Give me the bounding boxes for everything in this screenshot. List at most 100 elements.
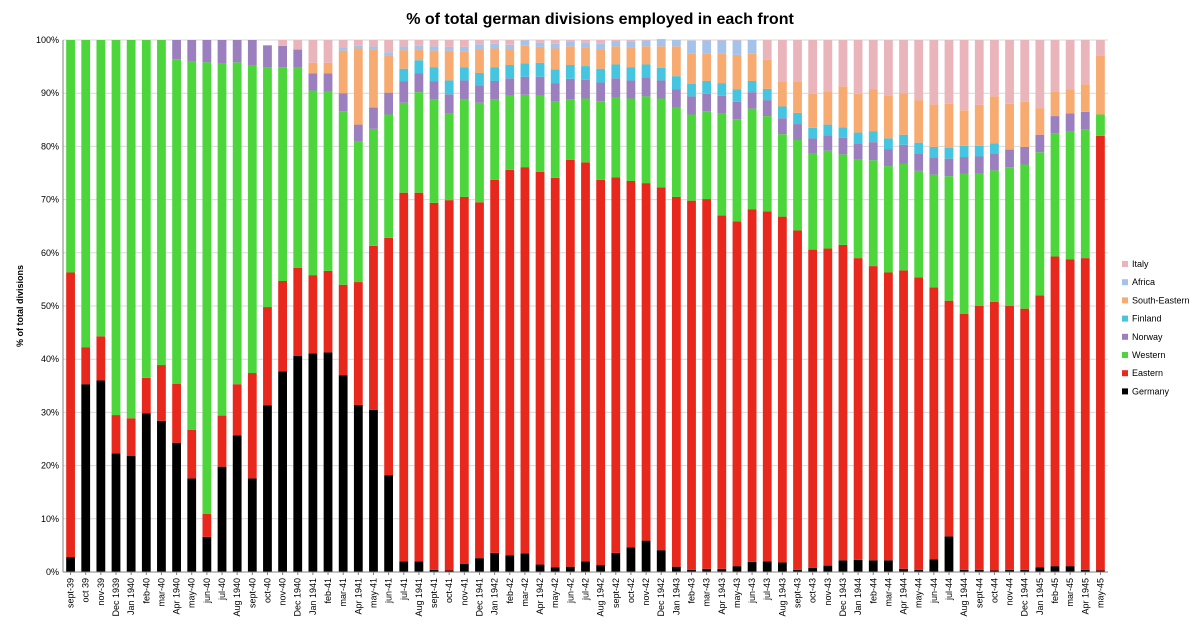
bar-segment-italy [884,40,893,96]
y-tick-label: 0% [46,567,59,577]
bar-segment-eastern [66,272,75,558]
y-tick-label: 100% [36,35,59,45]
bar-segment-western [459,99,469,197]
bar-segment-norway [656,80,666,99]
bar-segment-eastern [338,284,348,376]
bar-segment-norway [777,118,787,135]
bar-segment-italy [520,40,530,41]
bar-segment-western [641,96,651,184]
bar-segment-germany [990,570,999,572]
bar-segment-eastern [596,179,606,566]
bar-segment-eastern [247,373,257,479]
bar-segment-italy [626,40,636,42]
bar-segment-italy [459,40,469,47]
bar-segment-western [974,173,984,306]
bar-segment-south-eastern [853,93,863,133]
bar-segment-norway [1035,134,1045,153]
bar-segment-norway [369,107,378,129]
x-tick-label: may-40 [187,578,197,608]
bar-segment-finland [626,67,636,81]
bar-segment-finland [717,83,727,96]
bar-segment-africa [687,40,696,54]
bar-segment-eastern [1035,295,1045,568]
bar-segment-eastern [702,199,712,569]
bar-segment-eastern [868,266,878,561]
bar-segment-germany [520,553,530,572]
bar-segment-africa [353,45,363,49]
bar-segment-finland [929,146,939,158]
legend-label: Finland [1132,314,1162,324]
bar-segment-western [96,40,106,337]
bar-segment-italy [353,40,363,46]
bar-segment-norway [293,49,303,68]
x-tick-label: Jan 1942 [490,578,500,615]
bar-segment-finland [444,80,454,95]
bar-segment-germany [838,560,848,572]
bar-segment-eastern [505,169,515,556]
bar-segment-germany [853,559,863,572]
legend-item: Finland [1122,314,1162,324]
legend-swatch [1122,297,1128,304]
bar-segment-eastern [157,365,166,421]
bar-segment-eastern [717,215,727,569]
x-tick-label: Dec 1942 [656,578,666,617]
bar-segment-south-eastern [459,51,469,68]
bar-segment-germany [81,384,91,572]
bar-segment-germany [157,420,166,572]
bar-segment-italy [384,40,394,53]
y-axis-ticks: 0% 10% 20% 30% 40% 50% 60% 70% 80% 90% 100% [36,35,59,577]
bar-segment-africa [338,47,348,51]
bar-segment-western [353,141,363,283]
bar-segment-italy [1080,40,1090,85]
bar-segment-eastern [611,177,621,553]
x-tick-label: nov-40 [278,578,288,606]
bar-segment-finland [414,60,424,74]
bar-segment-eastern [399,192,409,562]
bar-segment-germany [581,561,590,572]
x-tick-label: nov-43 [823,578,833,606]
bar-segment-western [535,95,545,172]
bar-segment-south-eastern [884,95,893,139]
bar-segment-eastern [1005,306,1014,570]
x-tick-label: jun-41 [384,578,394,604]
x-tick-label: may-43 [732,578,742,608]
bar-segment-western [475,102,484,203]
bar-segment-western [914,170,924,278]
bar-segment-western [66,40,75,273]
bar-segment-italy [1005,40,1014,104]
bar-segment-south-eastern [1020,101,1030,147]
bar-segment-eastern [823,248,833,566]
bar-segment-africa [702,40,712,54]
bar-segment-norway [263,45,272,68]
bar-segment-western [111,40,121,416]
y-tick-label: 40% [41,354,59,364]
x-tick-label: sept-42 [611,578,621,608]
x-tick-label: Apr 1944 [899,578,909,615]
bar-segment-italy [959,40,969,111]
x-tick-label: jul-42 [581,578,591,601]
bar-segment-eastern [459,196,469,565]
bar-segment-western [899,163,908,271]
bar-segment-eastern [444,200,454,571]
bar-segment-eastern [217,415,227,467]
bar-segment-italy [596,40,606,44]
bar-segment-italy [702,40,712,41]
x-tick-label: Jan 1945 [1035,578,1045,615]
x-tick-label: mar-40 [156,578,166,607]
bar-segment-italy [505,40,515,45]
bar-segment-western [414,92,424,193]
bar-segment-south-eastern [687,53,696,84]
bar-segment-italy [974,40,984,105]
x-tick-label: mar-43 [702,578,712,607]
bar-segment-south-eastern [762,59,772,89]
bar-segment-finland [884,138,893,150]
bar-segment-western [126,40,136,419]
bar-segment-eastern [884,272,893,561]
x-tick-label: Jan 1940 [126,578,136,615]
bar-segment-south-eastern [308,62,318,74]
bar-segment-western [520,94,530,168]
bar-segment-norway [626,80,636,99]
bar-segment-germany [914,569,924,572]
bar-segment-finland [747,80,757,93]
x-tick-label: nov-44 [1005,578,1015,606]
